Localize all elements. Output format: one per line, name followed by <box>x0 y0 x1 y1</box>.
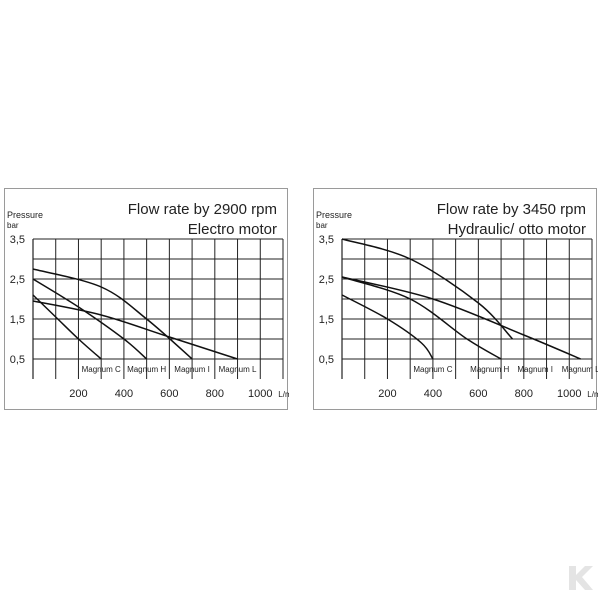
series-line-magnum-h <box>341 276 502 360</box>
x-axis-label: L/min <box>587 390 598 399</box>
y-tick-label: 0,5 <box>10 354 25 366</box>
series-label: Magnum C <box>413 365 452 374</box>
series-label: Magnum I <box>517 365 553 374</box>
x-tick-label: 1000 <box>557 388 581 400</box>
y-axis-unit: bar <box>7 221 19 230</box>
series-label: Magnum C <box>82 365 121 374</box>
y-tick-label: 1,5 <box>10 314 25 326</box>
chart-subtitle: Hydraulic/ otto motor <box>447 221 586 238</box>
chart-subtitle: Electro motor <box>187 221 277 238</box>
series-label: Magnum H <box>127 365 166 374</box>
series-label: Magnum L <box>219 365 257 374</box>
y-axis-unit: bar <box>316 221 328 230</box>
k-brand-logo <box>569 566 593 590</box>
series-line-magnum-c <box>32 294 102 360</box>
x-tick-label: 800 <box>206 388 224 400</box>
series-line-magnum-l <box>341 276 581 360</box>
series-line-magnum-i <box>341 238 514 340</box>
series-label: Magnum I <box>174 365 210 374</box>
y-axis-label: Pressure <box>316 210 353 220</box>
chart-plot-2900rpm: 0,5 1,5 2,5 3,5 200 400 600 800 1000 L/min Magnum … <box>10 234 289 400</box>
series-label: Magnum H <box>470 365 509 374</box>
chart-title: Flow rate by 3450 rpm <box>436 201 586 218</box>
chart-plot-3450rpm: 0,5 1,5 2,5 3,5 200 400 600 800 1000 L/min Magnum … <box>319 234 598 400</box>
y-tick-label: 3,5 <box>10 234 25 246</box>
x-tick-label: 800 <box>515 388 533 400</box>
series-line-magnum-i <box>32 268 193 360</box>
series-line-magnum-h <box>32 278 148 360</box>
y-tick-label: 2,5 <box>10 274 25 286</box>
x-tick-label: 200 <box>69 388 87 400</box>
y-tick-label: 3,5 <box>319 234 334 246</box>
y-tick-label: 2,5 <box>319 274 334 286</box>
series-line-magnum-l <box>32 300 238 360</box>
x-tick-label: 1000 <box>248 388 272 400</box>
chart-panel-3450rpm: Flow rate by 3450 rpm Hydraulic/ otto mo… <box>313 188 598 410</box>
x-axis-label: L/min <box>278 390 289 399</box>
chart-title: Flow rate by 2900 rpm <box>127 201 277 218</box>
x-tick-label: 400 <box>424 388 442 400</box>
x-tick-label: 200 <box>378 388 396 400</box>
x-tick-label: 400 <box>115 388 133 400</box>
x-tick-label: 600 <box>160 388 178 400</box>
y-axis-label: Pressure <box>7 210 44 220</box>
chart-panel-2900rpm: Flow rate by 2900 rpm Electro motor Pres… <box>4 188 289 410</box>
series-line-magnum-c <box>341 294 434 360</box>
series-label: Magnum L <box>562 365 598 374</box>
y-tick-label: 0,5 <box>319 354 334 366</box>
x-tick-label: 600 <box>469 388 487 400</box>
y-tick-label: 1,5 <box>319 314 334 326</box>
